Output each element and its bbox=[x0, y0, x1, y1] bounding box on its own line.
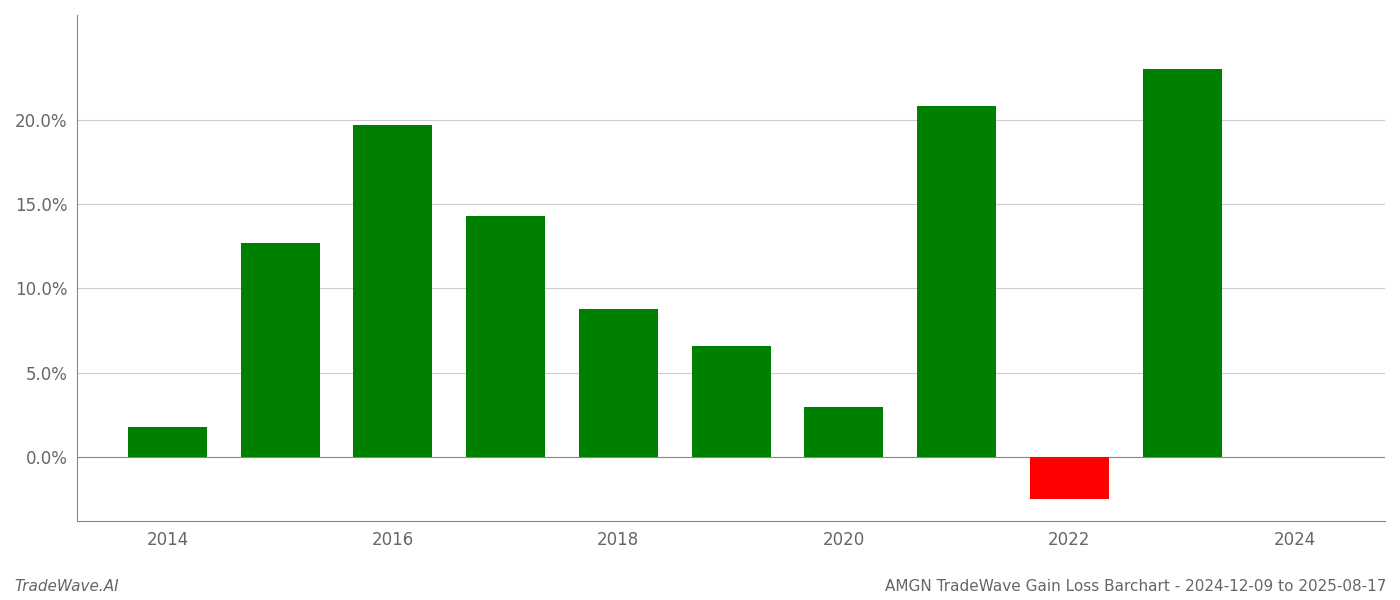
Bar bbox=[917, 106, 995, 457]
Bar bbox=[353, 125, 433, 457]
Text: AMGN TradeWave Gain Loss Barchart - 2024-12-09 to 2025-08-17: AMGN TradeWave Gain Loss Barchart - 2024… bbox=[885, 579, 1386, 594]
Bar bbox=[241, 243, 319, 457]
Bar bbox=[127, 427, 207, 457]
Text: TradeWave.AI: TradeWave.AI bbox=[14, 579, 119, 594]
Bar bbox=[1030, 457, 1109, 499]
Bar bbox=[692, 346, 770, 457]
Bar bbox=[466, 216, 545, 457]
Bar bbox=[805, 407, 883, 457]
Bar bbox=[580, 308, 658, 457]
Bar bbox=[1142, 69, 1222, 457]
